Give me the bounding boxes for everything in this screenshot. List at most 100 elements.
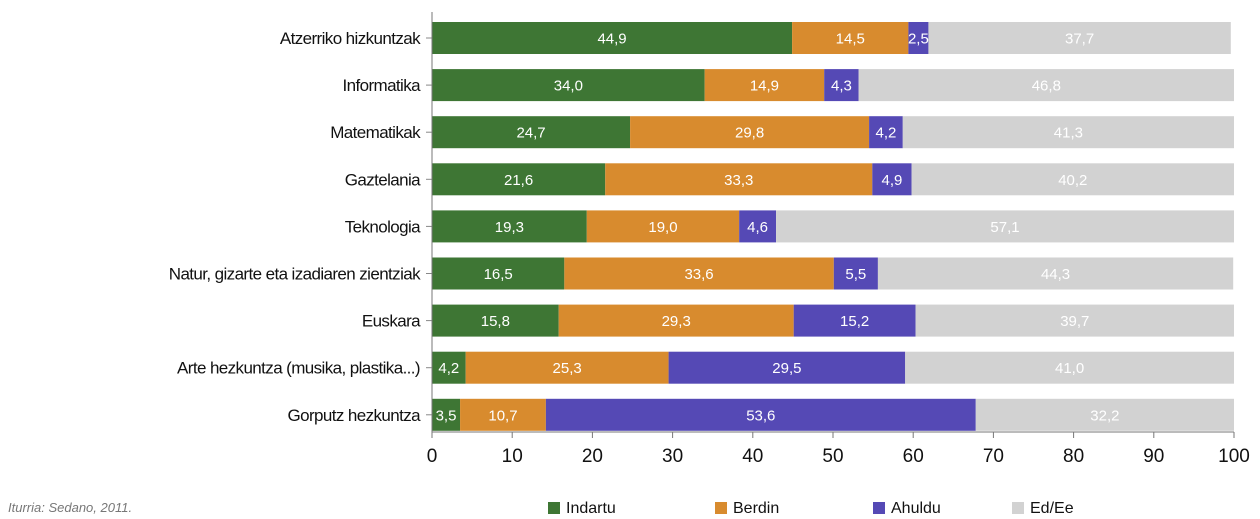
x-tick-label: 0 [427, 446, 438, 467]
data-label: 15,8 [481, 313, 510, 330]
category-label: Arte hezkuntza (musika, plastika...) [177, 359, 420, 378]
legend-swatch [715, 502, 727, 514]
legend-label: Ahuldu [891, 500, 941, 517]
data-label: 29,8 [735, 125, 764, 142]
bar-segment-ahuldu [668, 351, 906, 384]
legend-label: Ed/Ee [1030, 500, 1074, 517]
bar-segment-berdin [586, 210, 740, 243]
x-tick-label: 50 [822, 446, 843, 467]
bar-segment-indartu [432, 398, 461, 431]
x-tick-label: 10 [502, 446, 523, 467]
data-label: 4,2 [876, 125, 897, 142]
bar-segment-indartu [432, 163, 606, 196]
data-label: 16,5 [484, 266, 513, 283]
bar-row: Euskara 15,8 29,3 15,2 39,7 [362, 304, 1234, 337]
legend-label: Berdin [733, 500, 779, 517]
category-label: Euskara [362, 312, 421, 331]
legend-item: Indartu [548, 500, 616, 517]
bar-segment-indartu [432, 351, 466, 384]
bar-row: Gorputz hezkuntza 3,5 10,7 53,6 32,2 [288, 398, 1234, 431]
data-label: 3,5 [436, 407, 457, 424]
bar-rows: Atzerriko hizkuntzak 44,9 14,5 2,5 37,7 Infor… [169, 22, 1234, 431]
bar-segment-ed-ee [858, 69, 1234, 102]
data-label: 19,3 [495, 219, 524, 236]
x-tick-label: 40 [742, 446, 763, 467]
bar-segment-ahuldu [739, 210, 777, 243]
data-label: 24,7 [516, 125, 545, 142]
data-label: 2,5 [908, 31, 929, 48]
data-label: 10,7 [488, 407, 517, 424]
bar-segment-ahuldu [908, 22, 929, 54]
bar-segment-berdin [605, 163, 873, 196]
data-label: 32,2 [1090, 407, 1119, 424]
source-note: Iturria: Sedano, 2011. [8, 500, 133, 515]
bar-row: Arte hezkuntza (musika, plastika...) 4,2 2… [177, 351, 1234, 384]
legend-label: Indartu [566, 500, 616, 517]
bar-segment-ed-ee [928, 22, 1231, 54]
legend-swatch [548, 502, 560, 514]
bar-segment-berdin [558, 304, 794, 337]
bar-row: Matematikak 24,7 29,8 4,2 41,3 [330, 116, 1234, 149]
bar-segment-ahuldu [824, 69, 859, 102]
x-tick-label: 20 [582, 446, 603, 467]
x-tick-label: 100 [1218, 446, 1250, 467]
data-label: 4,6 [747, 219, 768, 236]
legend-swatch [873, 502, 885, 514]
bar-row: Gaztelania 21,6 33,3 4,9 40,2 [345, 163, 1234, 196]
data-label: 21,6 [504, 172, 533, 189]
data-label: 40,2 [1058, 172, 1087, 189]
bar-segment-indartu [432, 22, 793, 54]
bar-segment-ahuldu [793, 304, 916, 337]
data-label: 57,1 [990, 219, 1019, 236]
data-label: 19,0 [648, 219, 677, 236]
bar-row: Informatika 34,0 14,9 4,3 46,8 [343, 69, 1234, 102]
data-label: 41,3 [1054, 125, 1083, 142]
category-label: Natur, gizarte eta izadiaren zientziak [169, 265, 421, 284]
data-label: 14,5 [836, 31, 865, 48]
data-label: 4,9 [882, 172, 903, 189]
data-label: 39,7 [1060, 313, 1089, 330]
legend-item: Berdin [715, 500, 779, 517]
bar-segment-ed-ee [902, 116, 1234, 149]
x-tick-label: 60 [903, 446, 924, 467]
data-label: 46,8 [1032, 78, 1061, 95]
x-tick-label: 30 [662, 446, 683, 467]
x-tick-label: 70 [983, 446, 1004, 467]
data-label: 41,0 [1055, 360, 1084, 377]
data-label: 44,3 [1041, 266, 1070, 283]
category-label: Informatika [343, 76, 422, 95]
bar-segment-berdin [792, 22, 909, 54]
data-label: 4,3 [831, 78, 852, 95]
bar-segment-ed-ee [776, 210, 1234, 243]
bar-segment-ahuldu [872, 163, 912, 196]
bar-segment-ahuldu [869, 116, 903, 149]
bar-segment-ahuldu [545, 398, 976, 431]
data-label: 5,5 [845, 266, 866, 283]
category-label: Gaztelania [345, 170, 421, 189]
data-label: 53,6 [746, 407, 775, 424]
bar-segment-indartu [432, 304, 559, 337]
data-label: 25,3 [553, 360, 582, 377]
x-tick-label: 90 [1143, 446, 1164, 467]
data-label: 44,9 [597, 31, 626, 48]
bar-segment-ed-ee [877, 257, 1234, 290]
bar-row: Natur, gizarte eta izadiaren zientziak 16… [169, 257, 1234, 290]
data-label: 37,7 [1065, 31, 1094, 48]
bar-segment-berdin [704, 69, 825, 102]
data-label: 33,6 [684, 266, 713, 283]
data-label: 29,3 [662, 313, 691, 330]
bar-segment-berdin [460, 398, 546, 431]
bar-segment-indartu [432, 69, 705, 102]
data-label: 14,9 [750, 78, 779, 95]
legend: Indartu Berdin Ahuldu Ed/Ee [548, 500, 1074, 517]
bar-segment-ahuldu [833, 257, 878, 290]
bar-row: Teknologia 19,3 19,0 4,6 57,1 [345, 210, 1234, 243]
data-label: 15,2 [840, 313, 869, 330]
category-label: Matematikak [330, 123, 421, 142]
bar-segment-ed-ee [915, 304, 1234, 337]
bar-segment-indartu [432, 116, 631, 149]
bar-segment-ed-ee [975, 398, 1234, 431]
bar-segment-berdin [465, 351, 669, 384]
bar-segment-indartu [432, 257, 565, 290]
